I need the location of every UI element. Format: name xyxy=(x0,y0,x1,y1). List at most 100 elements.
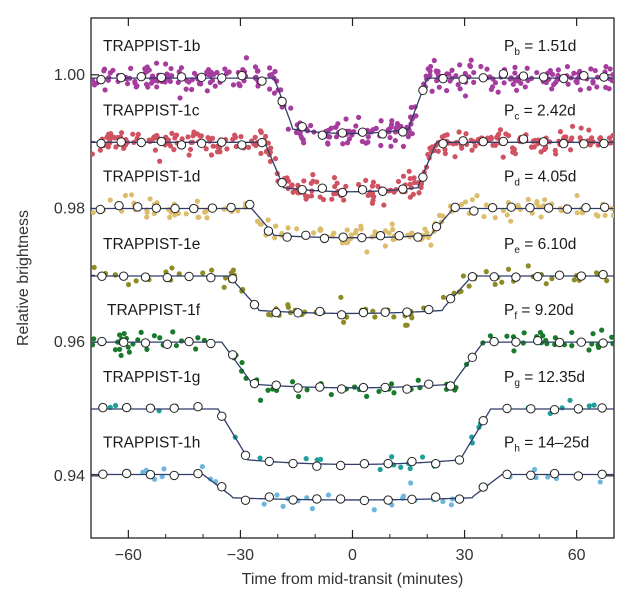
binned-point xyxy=(450,202,460,213)
data-point xyxy=(457,62,463,68)
data-point xyxy=(469,147,475,153)
data-point xyxy=(610,212,614,218)
binned-point xyxy=(271,380,281,390)
data-point xyxy=(448,502,454,508)
data-point xyxy=(431,57,437,64)
data-point xyxy=(207,476,214,482)
binned-point xyxy=(454,455,465,465)
data-point xyxy=(318,227,324,233)
data-point xyxy=(609,334,614,340)
data-point xyxy=(444,87,450,94)
binned-point xyxy=(599,202,610,212)
data-point xyxy=(456,129,462,135)
data-point xyxy=(457,86,463,92)
data-point xyxy=(209,267,215,273)
data-point xyxy=(602,212,608,218)
data-point xyxy=(159,474,165,480)
binned-point xyxy=(478,73,488,83)
binned-point xyxy=(116,72,126,83)
data-point xyxy=(484,66,490,72)
data-point xyxy=(173,132,180,138)
planet-name-label: TRAPPIST-1h xyxy=(103,435,200,452)
data-point xyxy=(557,129,564,135)
data-point xyxy=(195,214,201,220)
binned-point xyxy=(431,458,441,469)
data-point xyxy=(325,140,331,146)
data-point xyxy=(200,270,206,276)
data-point xyxy=(429,88,435,94)
data-point xyxy=(152,147,159,153)
data-point xyxy=(406,168,412,174)
data-point xyxy=(258,221,264,227)
binned-point xyxy=(478,416,488,426)
binned-point xyxy=(467,272,478,282)
data-point xyxy=(167,78,173,84)
data-point xyxy=(254,218,261,224)
data-point xyxy=(410,191,416,197)
period-label: Pc = 2.42d xyxy=(504,102,576,122)
data-point xyxy=(586,403,592,409)
binned-point xyxy=(237,140,247,150)
binned-point xyxy=(554,337,565,348)
data-point xyxy=(222,66,228,72)
data-point xyxy=(107,70,114,76)
data-point xyxy=(425,66,431,72)
data-point xyxy=(492,281,498,288)
data-point xyxy=(314,457,320,463)
data-point xyxy=(301,178,307,184)
binned-point xyxy=(458,74,468,85)
planet-name-label: TRAPPIST-1b xyxy=(103,38,200,55)
data-point xyxy=(252,64,259,70)
binned-point xyxy=(312,494,322,504)
data-point xyxy=(558,208,564,214)
data-point xyxy=(369,200,376,206)
data-point xyxy=(405,134,411,140)
data-point xyxy=(309,506,315,512)
data-point xyxy=(463,131,469,137)
binned-point xyxy=(359,459,370,469)
data-point xyxy=(232,132,238,138)
binned-point xyxy=(98,402,108,413)
data-point xyxy=(240,286,246,293)
data-point xyxy=(257,397,264,403)
series-trappist-1g xyxy=(91,397,614,473)
data-point xyxy=(569,123,576,129)
data-point xyxy=(586,127,592,133)
binned-point xyxy=(467,352,478,363)
data-point xyxy=(422,226,428,232)
data-point xyxy=(365,139,371,145)
data-point xyxy=(202,209,208,215)
data-point xyxy=(91,336,97,342)
data-point xyxy=(355,181,362,188)
data-point xyxy=(224,146,230,152)
binned-point xyxy=(297,121,307,132)
data-point xyxy=(610,132,614,139)
data-point xyxy=(400,173,407,179)
data-point xyxy=(370,308,376,314)
data-point xyxy=(112,347,119,353)
data-point xyxy=(262,133,269,139)
data-point xyxy=(157,335,163,341)
data-point xyxy=(143,81,150,87)
data-point xyxy=(91,342,96,348)
data-point xyxy=(393,125,399,131)
data-point xyxy=(510,81,516,87)
data-point xyxy=(91,209,96,216)
planet-name-label: TRAPPIST-1e xyxy=(103,236,200,253)
data-point xyxy=(440,294,447,300)
planet-name-label: TRAPPIST-1g xyxy=(103,369,200,386)
data-point xyxy=(388,381,395,387)
data-point xyxy=(204,88,210,94)
binned-point xyxy=(599,138,609,149)
binned-point xyxy=(240,495,251,505)
data-point xyxy=(597,479,603,485)
binned-point xyxy=(383,458,393,469)
data-point xyxy=(261,501,267,507)
data-point xyxy=(343,116,349,122)
data-point xyxy=(586,85,592,92)
binned-point xyxy=(315,382,325,392)
data-point xyxy=(513,87,520,93)
data-point xyxy=(586,347,592,353)
data-point xyxy=(198,81,204,87)
series-trappist-1f xyxy=(91,327,614,403)
